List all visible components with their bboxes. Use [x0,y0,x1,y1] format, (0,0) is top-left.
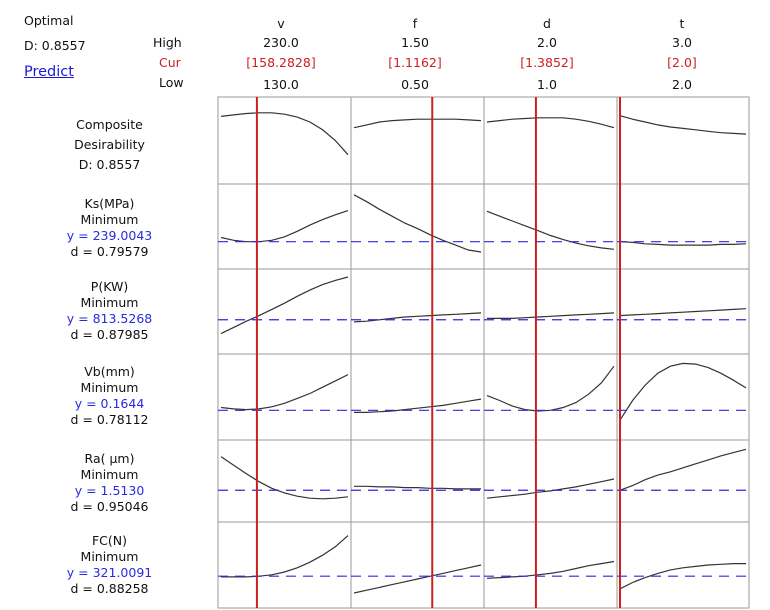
factor-cur-v: [158.2828] [246,55,316,70]
response-curve-f-row5 [353,564,482,594]
response-y-value: y = 321.0091 [66,565,153,580]
response-curve-t-row0 [619,115,747,135]
factor-name-f: f [412,16,418,31]
response-label-fc: FC(N) Minimum y = 321.0091 d = 0.88258 [22,533,197,597]
response-curve-d-row0 [486,117,615,129]
factor-high-f: 1.50 [401,35,429,50]
response-curve-v-row1 [220,210,349,243]
response-title: Ra( µm) [84,451,135,466]
factor-cur-f: [1.1162] [388,55,442,70]
factor-name-d: d [543,16,551,31]
response-curve-t-row2 [619,308,747,317]
response-title: P(KW) [90,279,129,294]
response-curve-v-row0 [220,112,349,156]
response-curve-t-row4 [619,448,747,491]
response-d-value: d = 0.79579 [70,244,149,259]
response-label-ra: Ra( µm) Minimum y = 1.5130 d = 0.95046 [22,451,197,515]
factor-name-t: t [679,16,685,31]
response-goal: Minimum [80,212,139,227]
response-title: Vb(mm) [84,364,135,379]
response-subtitle: Desirability [74,137,145,152]
response-label-composite: Composite Desirability D: 0.8557 [22,117,197,173]
response-curve-f-row0 [353,118,482,129]
response-d-value: D: 0.8557 [78,157,141,172]
response-goal: Minimum [80,295,139,310]
optimizer-header: Optimal D: 0.8557 Predict High Cur Low v… [0,0,770,100]
response-label-vb: Vb(mm) Minimum y = 0.1644 d = 0.78112 [22,364,197,428]
factor-low-v: 130.0 [263,77,299,92]
response-goal: Minimum [80,549,139,564]
response-d-value: d = 0.95046 [70,499,149,514]
factor-high-d: 2.0 [537,35,557,50]
low-label: Low [159,75,184,90]
optimal-label: Optimal [24,13,74,28]
factor-high-t: 3.0 [672,35,692,50]
factor-low-f: 0.50 [401,77,429,92]
response-goal: Minimum [80,380,139,395]
factor-name-v: v [277,16,285,31]
response-title: Composite [76,117,143,132]
response-curve-d-row4 [486,478,615,499]
response-y-value: y = 1.5130 [74,483,145,498]
response-curve-d-row5 [486,560,615,579]
cur-label: Cur [159,55,181,70]
factor-high-v: 230.0 [263,35,299,50]
response-d-value: d = 0.87985 [70,327,149,342]
response-label-p: P(KW) Minimum y = 813.5268 d = 0.87985 [22,279,197,343]
response-y-value: y = 813.5268 [66,311,153,326]
response-y-value: y = 0.1644 [74,396,145,411]
response-curve-d-row3 [486,365,615,412]
response-curve-f-row3 [354,398,482,413]
response-curve-t-row5 [619,562,746,590]
response-d-value: d = 0.88258 [70,581,149,596]
response-title: Ks(MPa) [84,196,135,211]
factor-cur-t: [2.0] [667,55,697,70]
high-label: High [153,35,182,50]
response-goal: Minimum [80,467,139,482]
response-curve-t-row1 [619,241,747,246]
factor-low-t: 2.0 [672,77,692,92]
response-curve-d-row1 [486,210,615,250]
response-d-value: d = 0.78112 [70,412,149,427]
factor-cur-d: [1.3852] [520,55,574,70]
response-curve-f-row4 [354,485,481,490]
factor-low-d: 1.0 [537,77,557,92]
response-curve-d-row2 [487,312,615,319]
response-curve-v-row5 [221,535,349,578]
response-title: FC(N) [91,533,128,548]
response-curve-f-row2 [353,312,482,323]
response-curve-t-row3 [619,362,747,421]
response-label-ks: Ks(MPa) Minimum y = 239.0043 d = 0.79579 [22,196,197,260]
response-y-value: y = 239.0043 [66,228,153,243]
response-curve-v-row4 [220,456,349,500]
response-curve-v-row3 [220,374,349,411]
response-curve-f-row1 [353,194,482,253]
response-curve-v-row2 [220,276,349,335]
overall-desirability: D: 0.8557 [24,38,86,53]
predict-link[interactable]: Predict [24,64,74,80]
